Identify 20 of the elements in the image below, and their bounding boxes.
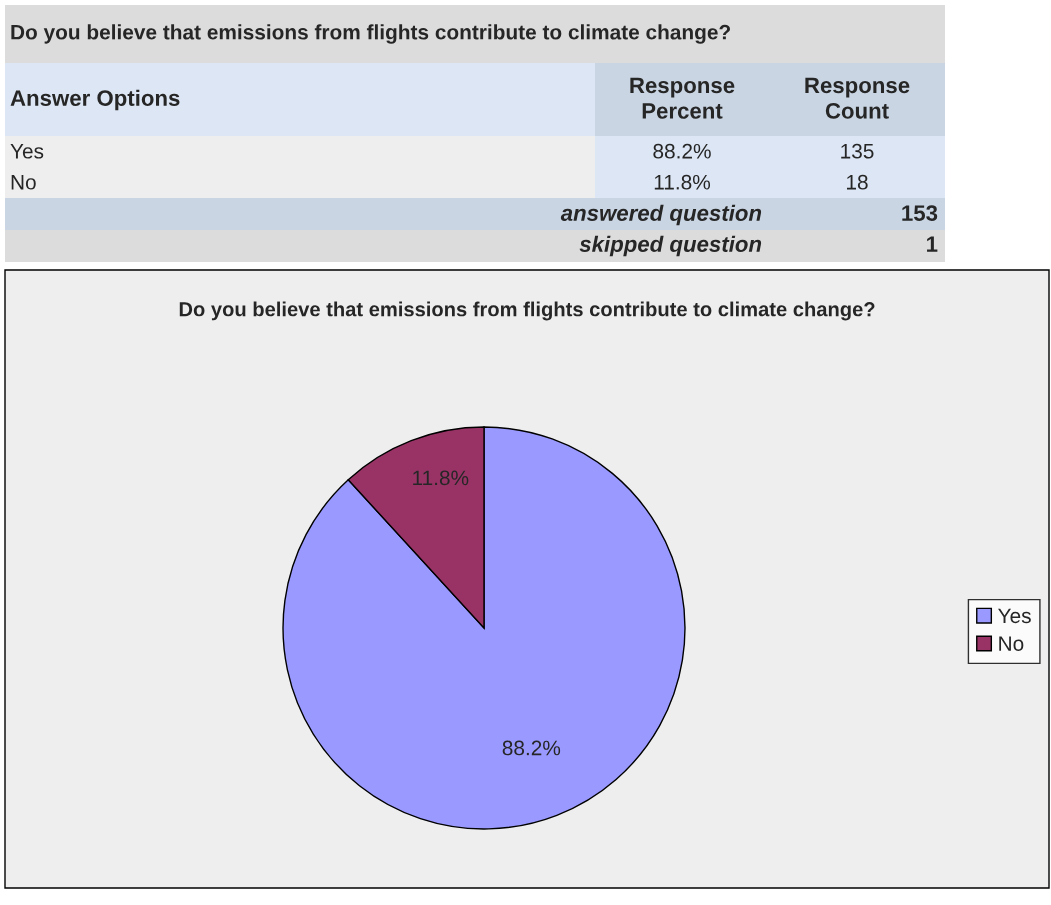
text: Response Percent [630, 77, 735, 119]
data-label: 11.8% [413, 470, 469, 486]
text: 11.8% [654, 174, 711, 190]
text: Response Count [805, 77, 910, 119]
pie-slice [282, 426, 686, 830]
text: Yes [10, 144, 44, 159]
chart-title: Do you believe that emissions from flights contribute to climate change? [179, 301, 875, 321]
legend-label: Yes [998, 608, 1031, 624]
legend-label: No [999, 636, 1024, 651]
text: 88.2% [653, 143, 711, 159]
text: skipped question [579, 235, 762, 257]
text: 1 [927, 236, 938, 252]
text: Answer Options [10, 89, 180, 111]
text: Do you believe that emissions from flights contribute to climate change? [11, 24, 730, 44]
text: 135 [841, 143, 874, 159]
text: answered question [560, 204, 762, 226]
data-label: 88.2% [502, 740, 561, 756]
text: 153 [902, 205, 938, 221]
text: 18 [847, 174, 868, 190]
text: No [11, 175, 36, 190]
